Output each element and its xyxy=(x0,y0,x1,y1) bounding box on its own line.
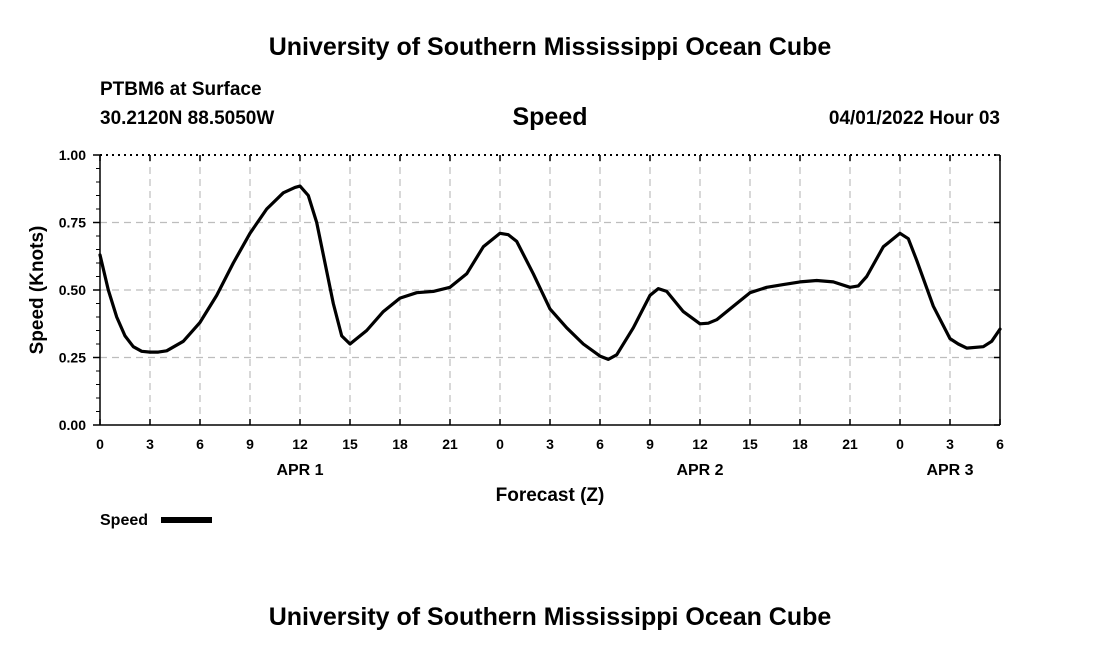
footer-title: University of Southern Mississippi Ocean… xyxy=(269,603,832,631)
y-tick-labels: 0.00 0.25 0.50 0.75 1.00 xyxy=(59,147,86,433)
y-tick-label: 0.00 xyxy=(59,417,86,433)
x-tick-label: 12 xyxy=(292,436,308,452)
x-tick-label: 9 xyxy=(246,436,254,452)
x-tick-label: 9 xyxy=(646,436,654,452)
station-label: PTBM6 at Surface xyxy=(100,79,262,100)
x-tick-label: 6 xyxy=(596,436,604,452)
x-tick-label: 3 xyxy=(146,436,154,452)
day-label: APR 1 xyxy=(276,462,323,479)
day-label: APR 2 xyxy=(676,462,723,479)
x-axis-label: Forecast (Z) xyxy=(496,485,605,506)
x-tick-label: 12 xyxy=(692,436,708,452)
x-tick-label: 21 xyxy=(842,436,858,452)
x-tick-label: 0 xyxy=(96,436,104,452)
chart-title: Speed xyxy=(512,103,587,131)
legend: Speed xyxy=(100,512,212,529)
x-tick-label: 6 xyxy=(996,436,1004,452)
y-tick-label: 1.00 xyxy=(59,147,86,163)
y-axis-label: Speed (Knots) xyxy=(27,226,48,355)
x-tick-label: 0 xyxy=(896,436,904,452)
x-tick-label: 6 xyxy=(196,436,204,452)
x-tick-label: 18 xyxy=(792,436,808,452)
y-tick-label: 0.50 xyxy=(59,282,86,298)
chart-header-title: University of Southern Mississippi Ocean… xyxy=(269,33,832,61)
x-tick-label: 18 xyxy=(392,436,408,452)
x-tick-label: 0 xyxy=(496,436,504,452)
legend-label-speed: Speed xyxy=(100,512,148,529)
day-labels: APR 1 APR 2 APR 3 xyxy=(276,462,973,479)
y-tick-label: 0.25 xyxy=(59,350,86,366)
x-tick-labels: 0 3 6 9 12 15 18 21 0 3 6 9 12 15 18 21 0 3 6 xyxy=(96,436,1004,452)
series-group xyxy=(98,184,1002,361)
location-label: 30.2120N 88.5050W xyxy=(100,108,274,129)
x-tick-label: 3 xyxy=(946,436,954,452)
plot-area: 0.00 0.25 0.50 0.75 1.00 0 3 6 9 12 15 18 21 0 3 6 9 12 1… xyxy=(59,147,1004,479)
grid-lines xyxy=(100,155,1000,425)
x-tick-label: 21 xyxy=(442,436,458,452)
y-tick-label: 0.75 xyxy=(59,215,86,231)
x-tick-label: 15 xyxy=(742,436,758,452)
day-label: APR 3 xyxy=(926,462,973,479)
series-line-speed xyxy=(98,184,1002,361)
x-tick-label: 3 xyxy=(546,436,554,452)
x-tick-label: 15 xyxy=(342,436,358,452)
datetime-label: 04/01/2022 Hour 03 xyxy=(829,108,1000,129)
